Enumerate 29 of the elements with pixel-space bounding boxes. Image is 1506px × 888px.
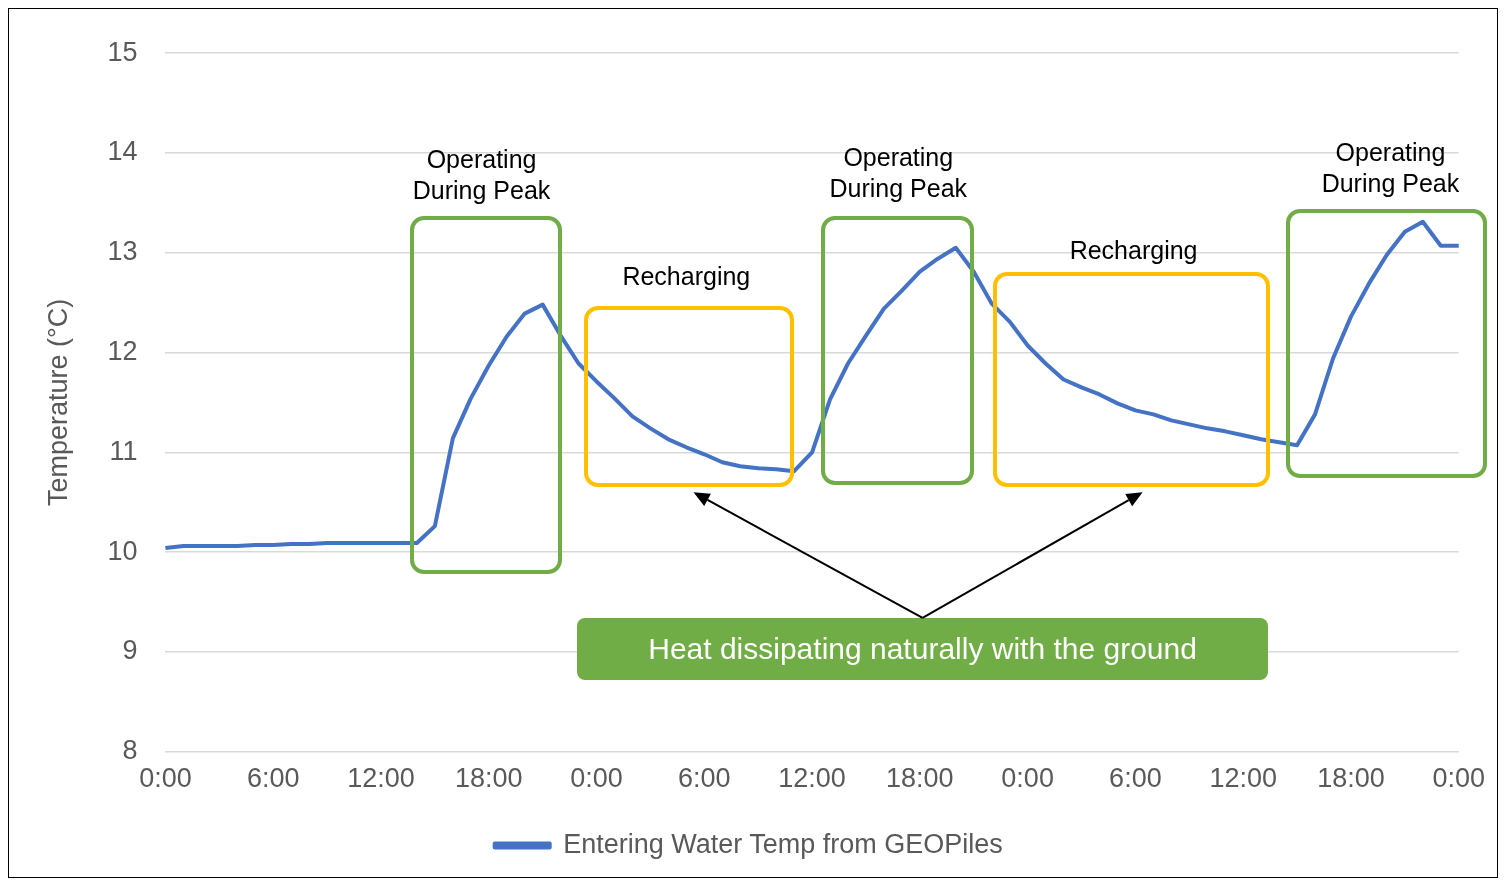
y-tick-label: 10: [107, 535, 138, 566]
annotation: Operating During Peak: [1320, 136, 1461, 199]
x-tick-label: 0:00: [1432, 763, 1486, 794]
x-tick-label: 6:00: [1109, 763, 1162, 794]
x-tick-label: 0:00: [139, 763, 192, 794]
y-tick-label: 11: [109, 435, 138, 466]
y-tick-label: 15: [107, 36, 138, 67]
annotation: Heat dissipating naturally with the ground: [648, 631, 1197, 666]
y-axis-title: Temperature (°C): [42, 298, 73, 507]
annotation: Operating During Peak: [828, 141, 969, 204]
y-tick-label: 12: [107, 335, 138, 366]
x-tick-label: 6:00: [678, 763, 731, 794]
x-tick-label: 12:00: [778, 763, 846, 794]
annotation: Recharging: [1068, 234, 1199, 266]
y-tick-label: 13: [107, 236, 138, 267]
x-tick-label: 18:00: [454, 763, 523, 794]
x-tick-label: 6:00: [246, 763, 300, 794]
x-tick-label: 12:00: [1209, 763, 1277, 794]
y-tick-label: 8: [122, 735, 138, 766]
x-tick-label: 18:00: [1317, 763, 1385, 794]
annotation: Operating During Peak: [411, 143, 552, 206]
x-tick-label: 0:00: [570, 763, 623, 794]
x-tick-label: 18:00: [886, 763, 954, 794]
x-tick-label: 12:00: [347, 763, 415, 794]
y-tick-label: 9: [122, 635, 138, 666]
legend-label: Entering Water Temp from GEOPiles: [563, 828, 1003, 859]
annotation: Recharging: [621, 260, 752, 292]
x-tick-label: 0:00: [1001, 763, 1054, 794]
y-tick-label: 14: [107, 136, 138, 167]
